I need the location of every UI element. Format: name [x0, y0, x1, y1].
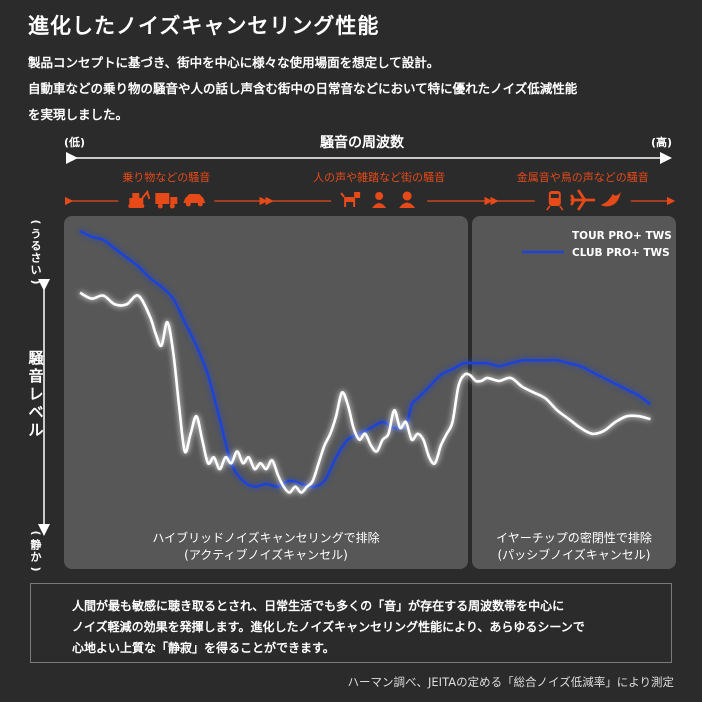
svg-text:る: る — [31, 240, 42, 253]
svg-text:う: う — [31, 228, 42, 241]
passive-region-sublabel: (パッシブノイズキャンセル) — [497, 547, 650, 562]
category-label: 乗り物などの騒音 — [122, 170, 210, 184]
svg-text:静: 静 — [31, 538, 42, 552]
y-axis-low-label: ( 静か) — [30, 530, 43, 571]
woman-icon — [399, 191, 416, 208]
svg-text:): ) — [30, 279, 43, 284]
svg-text:ベ: ベ — [28, 403, 43, 421]
svg-text:騒: 騒 — [28, 349, 44, 367]
tour-pro-series-line — [79, 291, 651, 494]
intro-line-1: 製品コンセプトに基づき、街中を中心に様々な使用場面を想定して設計。 — [28, 55, 440, 70]
page-title: 進化したノイズキャンセリング性能 — [28, 14, 380, 38]
svg-text:(: ( — [30, 219, 43, 224]
note-line-2: ノイズ軽減の効果を発揮します。進化したノイズキャンセリング性能により、あらゆるシ… — [72, 620, 585, 634]
active-region-label: ハイブリッドノイズキャンセリングで排除 — [152, 530, 379, 545]
svg-text:(: ( — [30, 530, 43, 535]
svg-text:): ) — [30, 566, 43, 571]
x-axis-high-label: (高) — [651, 135, 672, 149]
dog-icon — [340, 192, 361, 207]
category-bands: 乗り物などの騒音 人の声や雑踏など街の騒音 金属音や鳥の声などの騒音 — [64, 170, 676, 211]
note-line-3: 心地よい上質な「静寂」を得ることができます。 — [72, 641, 335, 655]
svg-text:レ: レ — [28, 385, 43, 403]
svg-text:い: い — [31, 264, 42, 277]
svg-text:音: 音 — [28, 367, 43, 385]
truck-icon — [155, 193, 178, 209]
svg-text:さ: さ — [31, 252, 42, 265]
airplane-icon — [570, 189, 596, 211]
intro-line-3: を実現しました。 — [28, 107, 129, 122]
train-icon — [546, 191, 564, 211]
excavator-icon — [128, 189, 151, 208]
club-pro-series-line — [79, 229, 652, 488]
svg-text:ル: ル — [28, 421, 43, 439]
car-icon — [183, 194, 206, 207]
passive-region-label: イヤーチップの密閉性で排除 — [496, 530, 652, 545]
passive-nc-panel — [472, 216, 676, 569]
person-icon — [372, 192, 387, 208]
note-line-1: 人間が最も敏感に聴き取るとされ、日常生活でも多くの「音」が存在する周波数帯を中心… — [72, 599, 565, 613]
category-label: 金属音や鳥の声などの騒音 — [517, 170, 649, 184]
x-axis-title: 騒音の周波数 — [320, 134, 405, 151]
footer-note: ハーマン調べ、JEITAの定める「総合ノイズ低減率」により測定 — [347, 675, 674, 689]
note-box — [30, 583, 672, 663]
legend-tour-label: TOUR PRO+ TWS — [572, 230, 672, 242]
intro-line-2: 自動車などの乗り物の騒音や人の話し声含む街中の日常音などにおいて特に優れたノイズ… — [28, 81, 578, 96]
svg-text:か: か — [31, 551, 42, 564]
active-nc-panel — [64, 216, 468, 569]
legend-club-label: CLUB PRO+ TWS — [572, 247, 670, 259]
bird-icon — [600, 192, 621, 207]
active-region-sublabel: (アクティブノイズキャンセル) — [184, 547, 348, 562]
category-label: 人の声や雑踏など街の騒音 — [313, 170, 445, 184]
x-axis-low-label: (低) — [64, 135, 85, 149]
